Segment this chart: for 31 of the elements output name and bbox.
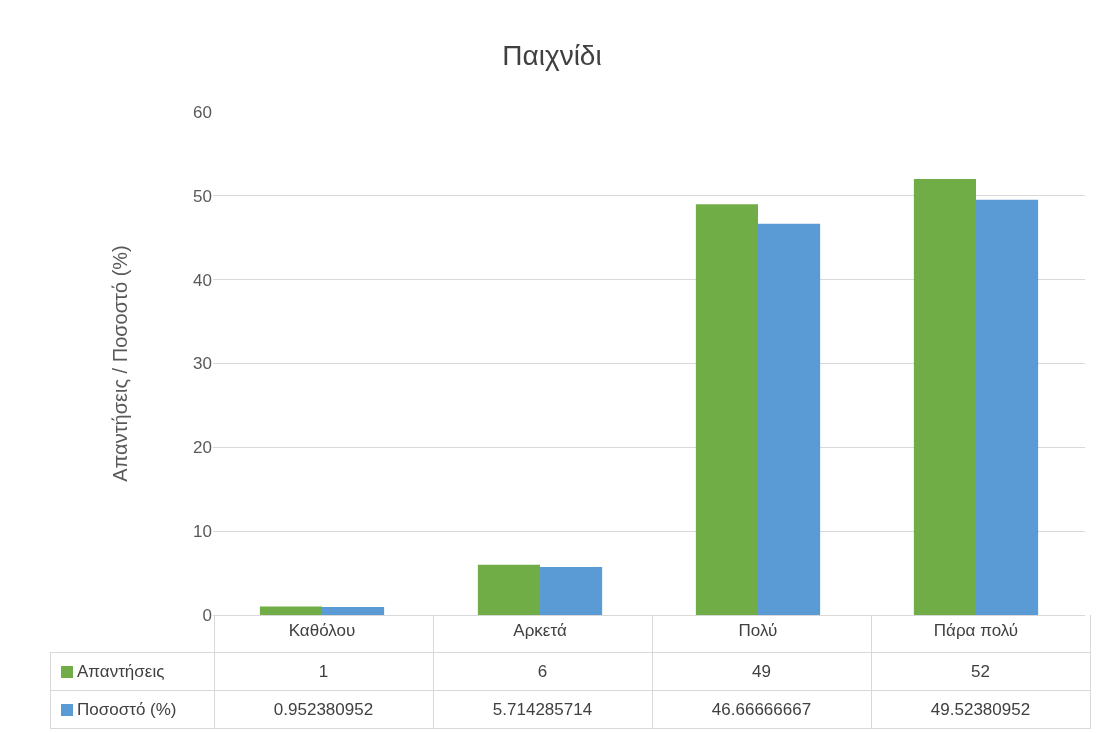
x-tick-label: Καθόλου — [288, 621, 356, 641]
chart-title: Παιχνίδι — [502, 39, 602, 71]
data-label: 52 — [871, 652, 1090, 691]
x-tick-label: Αρκετά — [513, 621, 567, 641]
y-tick-label: 40 — [193, 270, 212, 290]
data-label: 5.714285714 — [433, 690, 652, 729]
y-tick-label: 0 — [202, 605, 212, 625]
data-label: 6 — [433, 652, 652, 691]
bar — [540, 567, 603, 615]
bar — [976, 199, 1039, 615]
bar — [758, 223, 821, 615]
legend-label: Απαντήσεις — [50, 652, 214, 691]
bar — [695, 204, 758, 615]
x-tick-label: Πολύ — [738, 621, 778, 641]
data-label: 1 — [214, 652, 433, 691]
data-label: 49 — [652, 652, 871, 691]
data-label: 0.952380952 — [214, 690, 433, 729]
legend-label: Ποσοστό (%) — [50, 690, 214, 729]
bar — [477, 564, 540, 615]
y-tick-label: 50 — [193, 186, 212, 206]
data-label: 49.52380952 — [871, 690, 1090, 729]
bar — [322, 607, 385, 615]
y-tick-label: 30 — [193, 354, 212, 374]
bar — [913, 179, 976, 615]
data-label: 46.66666667 — [652, 690, 871, 729]
y-axis-title: Απαντήσεις / Ποσοστό (%) — [108, 245, 131, 482]
y-tick-label: 20 — [193, 438, 212, 458]
y-tick-label: 60 — [193, 102, 212, 122]
bar — [259, 606, 322, 615]
x-tick-label: Πάρα πολύ — [933, 621, 1019, 641]
y-tick-label: 10 — [193, 522, 212, 542]
